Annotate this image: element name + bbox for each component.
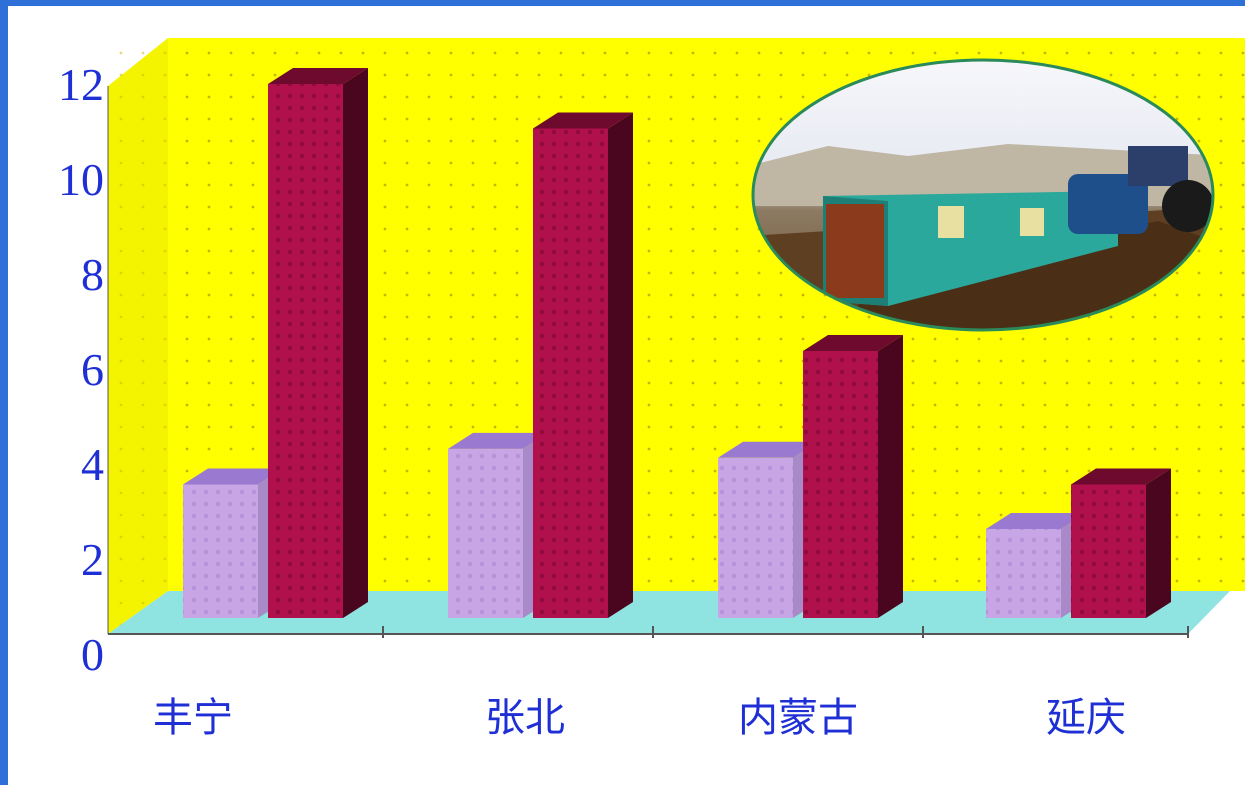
bar-light-3: [718, 441, 818, 618]
x-category-label: 内蒙古: [738, 695, 858, 741]
x-axis-labels: 丰宁 张北 内蒙古 延庆: [153, 695, 1126, 741]
bars-group: [183, 68, 1171, 618]
bar-dark-4: [1071, 468, 1171, 618]
y-axis-ticks: 0 2 4 6 8 10 12: [58, 59, 104, 680]
y-tick-label: 8: [81, 249, 104, 300]
bar-dark-2: [533, 112, 633, 618]
y-tick-label: 0: [81, 629, 104, 680]
y-tick-label: 6: [81, 344, 104, 395]
chart-frame: 0 2 4 6 8 10 12 丰宁 张北 内蒙古 延庆: [8, 6, 1245, 785]
y-tick-label: 2: [81, 534, 104, 585]
bar-dark-3: [803, 335, 903, 618]
y-tick-label: 4: [81, 439, 104, 490]
x-axis-tick-marks: [382, 626, 1189, 638]
x-category-label: 张北: [485, 695, 565, 741]
x-category-label: 延庆: [1046, 695, 1126, 741]
x-category-label: 丰宁: [153, 695, 233, 741]
y-tick-label: 12: [58, 59, 104, 110]
chart-floor: [108, 591, 1230, 634]
bar-chart: 0 2 4 6 8 10 12 丰宁 张北 内蒙古 延庆: [58, 38, 1245, 741]
y-tick-label: 10: [58, 154, 104, 205]
bar-dark-1: [268, 68, 368, 618]
side-wall-dot-grid: [108, 38, 168, 634]
